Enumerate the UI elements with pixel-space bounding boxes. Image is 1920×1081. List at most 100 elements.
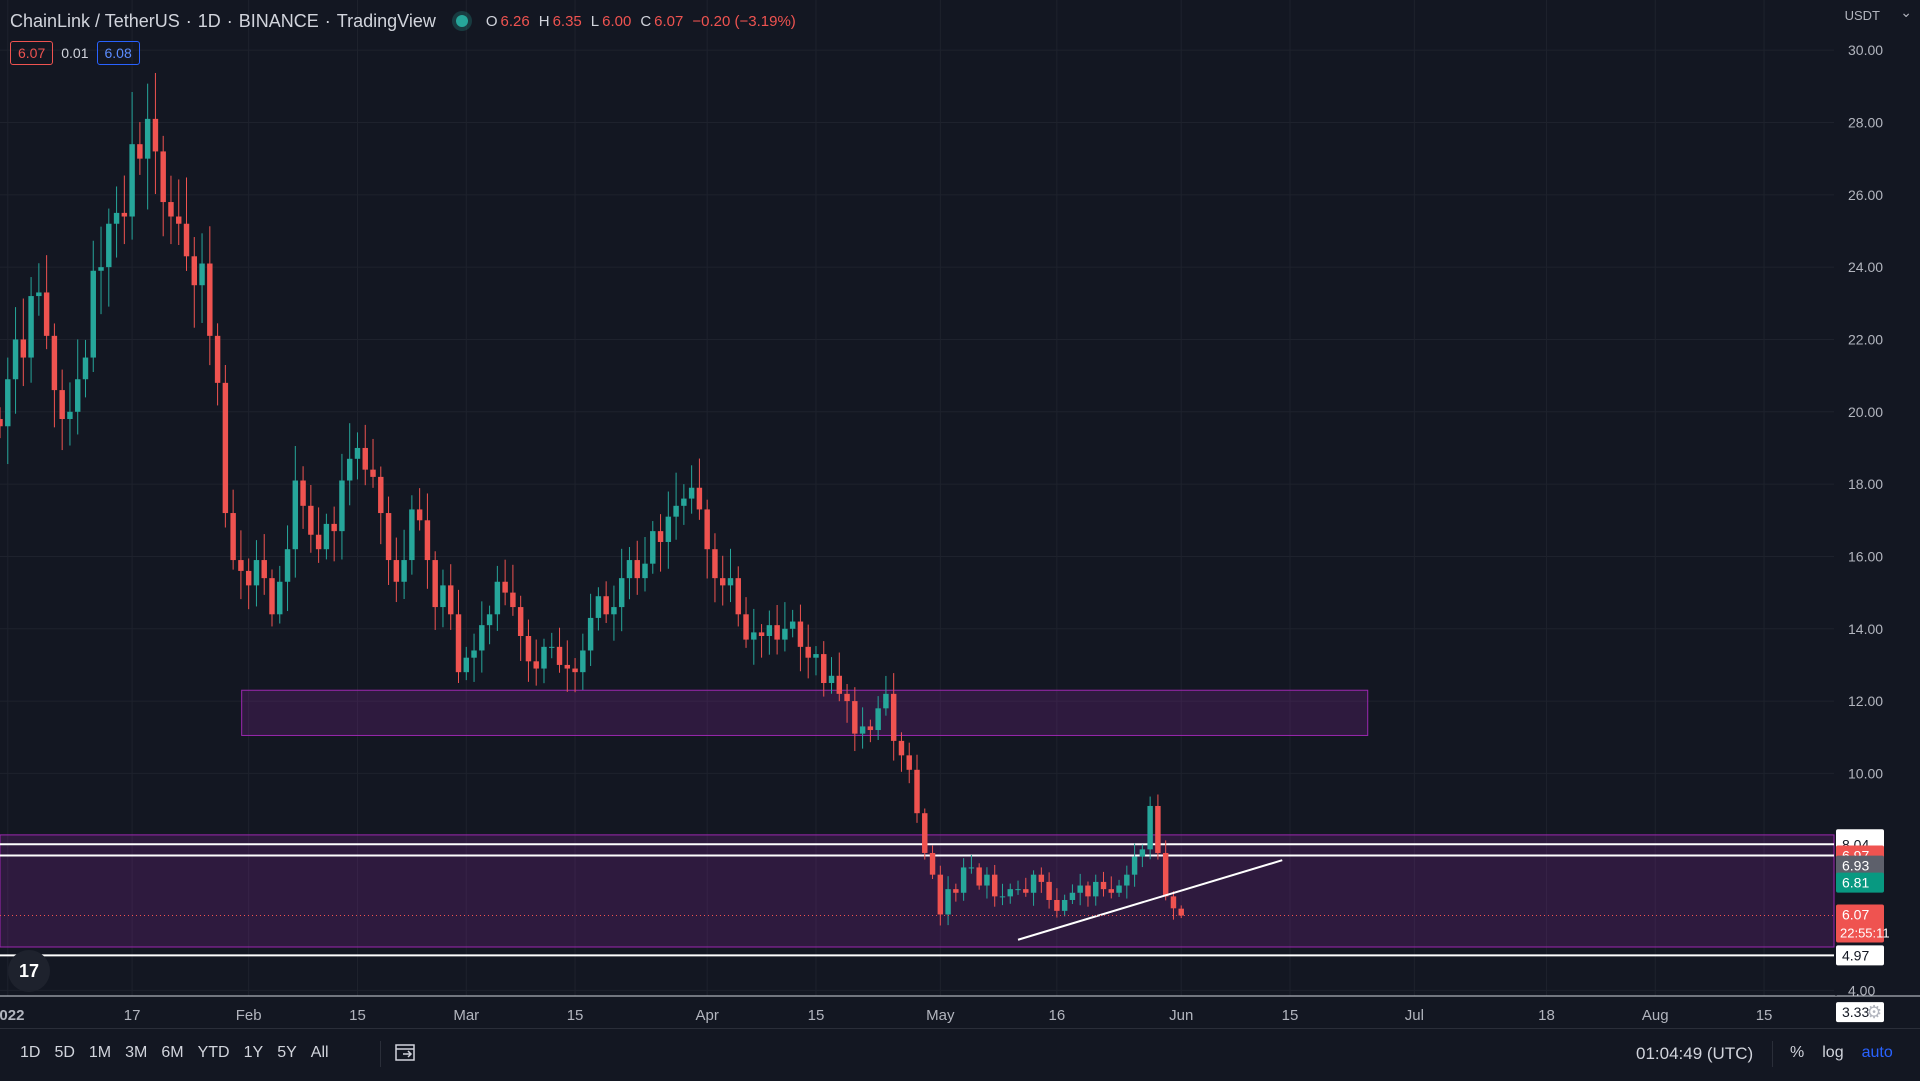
ohlc-values: O 6.26 H 6.35 L 6.00 C 6.07 −0.20 (−3.19%) [486,13,802,30]
candle-body [595,596,602,618]
candle-body [960,867,967,893]
gear-icon[interactable]: ⚙ [1866,1002,1883,1022]
trade-panel: 6.07 0.01 6.08 [10,41,140,65]
candle-body [758,632,765,637]
range-1m[interactable]: 1M [88,1044,112,1061]
candle-body [556,646,563,665]
x-tick-label: Jun [1169,1007,1193,1024]
low-value: 6.00 [602,12,632,30]
candle-body [813,654,819,658]
candle-body [898,740,905,756]
range-6m[interactable]: 6M [161,1044,184,1061]
candle-body [191,256,197,286]
price-chart[interactable]: 30.00 28.00 26.00 24.00 22.00 20.00 18.00 16.00… [0,0,1920,1028]
market-status-icon[interactable] [455,15,468,27]
x-tick-label: Aug [1642,1007,1669,1024]
candle-body [176,216,182,224]
candle-body [945,889,951,915]
candle-body [1116,885,1122,893]
candle-body [1131,856,1138,875]
x-tick-label: 2022 [0,1007,24,1024]
candle-body [1147,805,1153,850]
candle-body [782,628,788,640]
y-tick-label: 20.00 [1848,404,1883,420]
candle-body [867,726,874,731]
toolbar-divider [1772,1041,1773,1067]
symbol-header: ChainLink / TetherUS · 1D · BINANCE · Tr… [10,8,802,34]
candle-body [106,223,112,268]
buy-button[interactable]: 6.08 [96,41,140,65]
candle-body [976,867,982,886]
date-range-buttons: 1D 5D 1M 3M 6M YTD 1Y 5Y All [20,1044,329,1062]
candle-body [836,675,843,694]
range-3m[interactable]: 3M [125,1044,148,1061]
candle-body [183,223,190,257]
low-key: L [590,12,600,30]
log-scale-toggle[interactable]: log [1822,1044,1844,1061]
y-tick-label: 18.00 [1848,476,1883,492]
range-1y[interactable]: 1Y [243,1044,264,1061]
symbol-name[interactable]: ChainLink / TetherUS [10,10,180,31]
candle-body [735,578,741,615]
auto-scale-toggle[interactable]: auto [1861,1044,1893,1061]
candle-body [385,513,392,561]
candle-body [968,867,975,869]
candle-body [549,646,555,648]
calendar-arrow-icon[interactable] [395,1043,419,1063]
candle-body [152,118,159,152]
sell-button[interactable]: 6.07 [10,41,54,65]
range-5y[interactable]: 5Y [277,1044,297,1061]
candle-body [370,469,376,477]
candle-body [354,447,361,459]
candle-body [1124,874,1130,886]
x-tick-label: May [926,1007,955,1024]
candle-body [883,693,889,709]
candle-body [533,661,539,669]
candle-body [98,267,104,271]
candle-body [1077,885,1083,893]
candle-body [346,458,353,481]
currency-label[interactable]: USDT [1844,8,1880,23]
candle-body [409,509,415,561]
utc-clock[interactable]: 01:04:49 (UTC) [1636,1044,1754,1063]
candle-body [424,520,431,561]
candle-body [890,693,897,741]
candle-body [261,560,267,579]
open-key: O [485,12,498,30]
price-axis-badge [1836,872,1884,893]
candle-body [323,523,330,550]
candle-body [339,480,345,532]
candle-body [650,531,656,564]
candle-body [36,292,42,297]
candle-body [1155,805,1161,853]
candle-body [471,650,477,658]
candle-body [455,614,462,673]
range-1d[interactable]: 1D [20,1044,41,1061]
candle-body [277,581,283,615]
chevron-down-icon[interactable]: ⌄ [1900,4,1912,20]
range-all[interactable]: All [310,1044,329,1061]
candle-body [821,654,827,684]
candle-body [502,581,508,593]
candle-body [626,560,633,579]
toolbar-divider [380,1041,381,1067]
percent-scale-toggle[interactable]: % [1790,1044,1805,1061]
interval-label[interactable]: 1D [197,10,221,31]
x-tick-label: 16 [1049,1007,1066,1024]
candle-body [766,625,773,637]
y-tick-label: 30.00 [1848,42,1883,58]
candle-body [1170,896,1177,909]
x-tick-label: 18 [1538,1007,1555,1024]
candle-body [0,419,3,427]
candle-body [657,531,664,542]
candle-body [564,664,571,669]
candle-body [269,578,275,615]
range-5d[interactable]: 5D [54,1044,75,1061]
candle-body [580,650,586,673]
price-axis-badge [1836,945,1884,966]
candle-body [12,339,19,380]
range-ytd[interactable]: YTD [197,1044,230,1061]
tradingview-logo-icon[interactable]: 17 [8,950,50,992]
candle-body [90,270,96,358]
candle-body [393,560,400,582]
